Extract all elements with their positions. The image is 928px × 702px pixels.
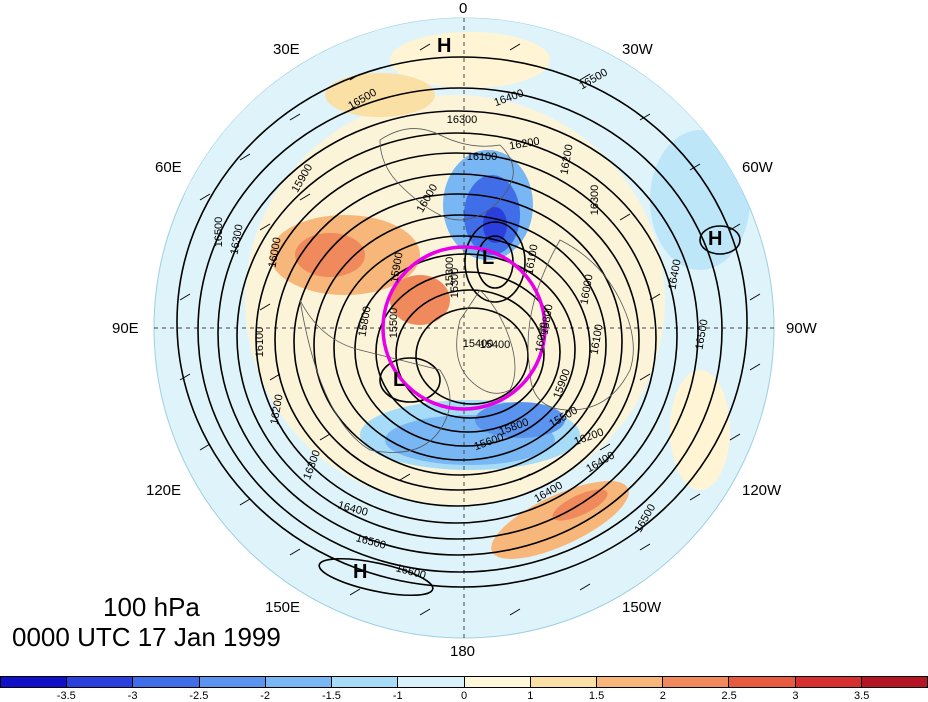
contour-label: 16000	[578, 273, 595, 305]
colorbar-segment	[265, 677, 333, 687]
contour-label: 16300	[447, 114, 478, 126]
high-center-label: H	[708, 228, 723, 250]
colorbar-segment	[596, 677, 664, 687]
contour-label: 16100	[254, 327, 266, 358]
contour-label: 15400	[480, 339, 511, 351]
colorbar-tick-label: -1.5	[321, 690, 341, 702]
colorbar-tick-label: 0	[460, 690, 468, 702]
colorbar-segment	[729, 677, 796, 687]
colorbar-segment	[464, 677, 531, 687]
colorbar-segment	[133, 677, 200, 687]
colorbar-tick-label: 2.5	[721, 690, 737, 702]
highlight-circle	[381, 245, 547, 411]
contour-label: 16100	[467, 151, 498, 163]
low-center-label: L	[393, 369, 406, 391]
colorbar-segment	[530, 677, 597, 687]
colorbar-tick-label: -1	[392, 690, 403, 702]
coastlines	[299, 128, 634, 453]
colorbar-tick-label: 1	[527, 690, 534, 702]
colorbar-segment	[67, 677, 134, 687]
contour-label: 16400	[666, 258, 683, 290]
pressure-level-label: 100 hPa	[103, 592, 200, 622]
lon-label-150e: 150E	[265, 599, 301, 616]
high-center-label: H	[437, 35, 452, 57]
lon-label-30e: 30E	[273, 41, 300, 58]
contour-label: 16000	[533, 321, 550, 353]
colorbar-segment	[332, 677, 399, 687]
contour-label: 15300	[444, 257, 456, 288]
lon-label-90e: 90E	[112, 320, 139, 337]
colorbar-tick-label: 3	[792, 690, 799, 702]
contour-label: 16500	[693, 318, 710, 350]
geopotential-contours	[176, 56, 748, 597]
contour-label: 16200	[558, 143, 575, 175]
contour-label: 15400	[463, 338, 494, 350]
contour-label: 16000	[266, 236, 283, 268]
lon-label-60w: 60W	[742, 159, 773, 176]
contour-label: 16100	[588, 323, 605, 355]
wind-barbs	[179, 43, 761, 616]
lon-label-60e: 60E	[155, 159, 182, 176]
contour-label: 16200	[508, 135, 540, 152]
lon-label-30w: 30W	[622, 41, 653, 58]
contour-label: 15900	[388, 251, 405, 283]
contour-label: 15800	[538, 303, 555, 335]
contour-label: 15800	[356, 305, 373, 337]
colorbar	[0, 676, 928, 688]
colorbar-tick-label: -3.5	[56, 690, 76, 702]
contour-label: 15500	[388, 308, 400, 339]
colorbar-segment	[199, 677, 266, 687]
valid-time-label: 0000 UTC 17 Jan 1999	[12, 622, 281, 652]
colorbar-segment	[795, 677, 862, 687]
contour-label: 16300	[228, 223, 245, 255]
lon-label-120w: 120W	[742, 482, 782, 499]
lon-label-120e: 120E	[146, 482, 182, 499]
colorbar-tick-label: -3	[127, 690, 138, 702]
lon-label-90w: 90W	[786, 320, 817, 337]
colorbar-segment	[663, 677, 730, 687]
colorbar-tick-label: 1.5	[588, 690, 605, 702]
colorbar-tick-label: -2	[260, 690, 271, 702]
lon-label-150w: 150W	[622, 599, 662, 616]
colorbar-tick-label: -2.5	[189, 690, 209, 702]
colorbar-tick-label: 3.5	[854, 690, 870, 702]
lon-label-180: 180	[450, 643, 476, 660]
contour-label: 16100	[523, 243, 540, 275]
contour-label: 16300	[589, 185, 601, 216]
lon-label-0: 0	[459, 0, 468, 17]
colorbar-segment	[861, 677, 928, 687]
contour-label: 16500	[213, 217, 225, 248]
colorbar-segment	[398, 677, 465, 687]
contour-label: 15300	[449, 268, 461, 299]
colorbar-segment	[1, 677, 68, 687]
low-center-label: L	[482, 247, 495, 269]
high-center-label: H	[353, 561, 368, 583]
contour-label: 16200	[268, 393, 285, 425]
colorbar-tick-label: 2	[659, 690, 666, 702]
